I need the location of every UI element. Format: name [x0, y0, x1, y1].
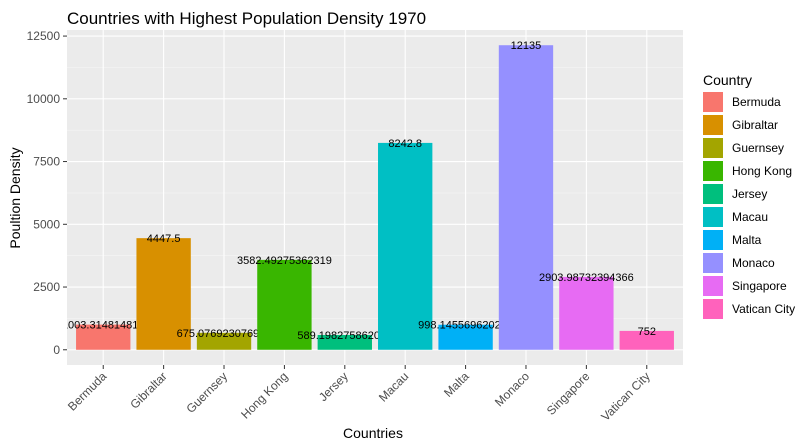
y-axis-title: Poultion Density — [7, 147, 23, 248]
value-label: 12135 — [511, 40, 542, 52]
bar — [619, 330, 674, 350]
value-label: 589.198275862069 — [297, 330, 392, 342]
y-tick-label: 2500 — [33, 280, 60, 294]
legend-label: Jersey — [732, 187, 767, 201]
legend-key — [703, 230, 723, 250]
bar — [317, 334, 372, 350]
bar — [498, 45, 554, 350]
legend-key — [703, 207, 723, 227]
legend-key — [703, 115, 723, 135]
legend-label: Gibraltar — [732, 118, 778, 132]
legend-label: Hong Kong — [732, 164, 792, 178]
y-tick-label: 10000 — [27, 92, 61, 106]
value-label: 4447.5 — [147, 233, 181, 245]
legend-label: Singapore — [732, 279, 787, 293]
legend-key — [703, 299, 723, 319]
legend-title: Country — [703, 72, 752, 88]
value-label: 3582.49275362319 — [237, 255, 332, 267]
bar — [559, 276, 614, 350]
x-tick-label: Vatican City — [598, 369, 653, 424]
bar — [196, 332, 252, 350]
chart-title: Countries with Highest Population Densit… — [67, 9, 426, 28]
value-label: 8242.8 — [388, 138, 422, 150]
y-tick-label: 5000 — [33, 217, 60, 231]
x-tick-label: Bermuda — [65, 369, 110, 414]
bar — [378, 142, 433, 350]
value-label: 675.076923076923 — [177, 328, 272, 340]
value-label: 998.145569620253 — [418, 320, 513, 332]
value-label: 752 — [638, 326, 656, 338]
x-tick-label: Singapore — [544, 369, 593, 418]
bar — [136, 238, 191, 350]
legend-key — [703, 92, 723, 112]
value-label: 2903.98732394366 — [539, 272, 634, 284]
bar — [76, 324, 131, 350]
legend-label: Macau — [732, 210, 768, 224]
bars: 1003.314814815 4447.5 675.076923076923 3582… — [62, 40, 674, 350]
value-label: 1003.314814815 — [62, 320, 145, 332]
legend-key — [703, 161, 723, 181]
x-tick-label: Monaco — [492, 369, 532, 409]
legend-key — [703, 138, 723, 158]
legend-label: Monaco — [732, 256, 775, 270]
x-tick-label: Jersey — [316, 369, 351, 404]
legend-label: Guernsey — [732, 141, 784, 155]
x-tick-label: Hong Kong — [238, 369, 290, 421]
bar — [438, 324, 493, 350]
x-tick-label: Malta — [441, 369, 472, 400]
legend-label: Vatican City — [732, 302, 795, 316]
bar — [257, 259, 312, 350]
legend-label: Malta — [732, 233, 762, 247]
y-tick-label: 0 — [53, 343, 60, 357]
x-tick-label: Guernsey — [183, 369, 230, 416]
legend-key — [703, 184, 723, 204]
legend-key — [703, 276, 723, 296]
legend-label: Bermuda — [732, 95, 781, 109]
x-axis-title: Countries — [343, 425, 403, 441]
x-tick-label: Gibraltar — [127, 369, 169, 411]
y-tick-label: 7500 — [33, 155, 60, 169]
y-tick-label: 12500 — [27, 29, 61, 43]
legend-key — [703, 253, 723, 273]
x-tick-label: Macau — [376, 369, 411, 404]
